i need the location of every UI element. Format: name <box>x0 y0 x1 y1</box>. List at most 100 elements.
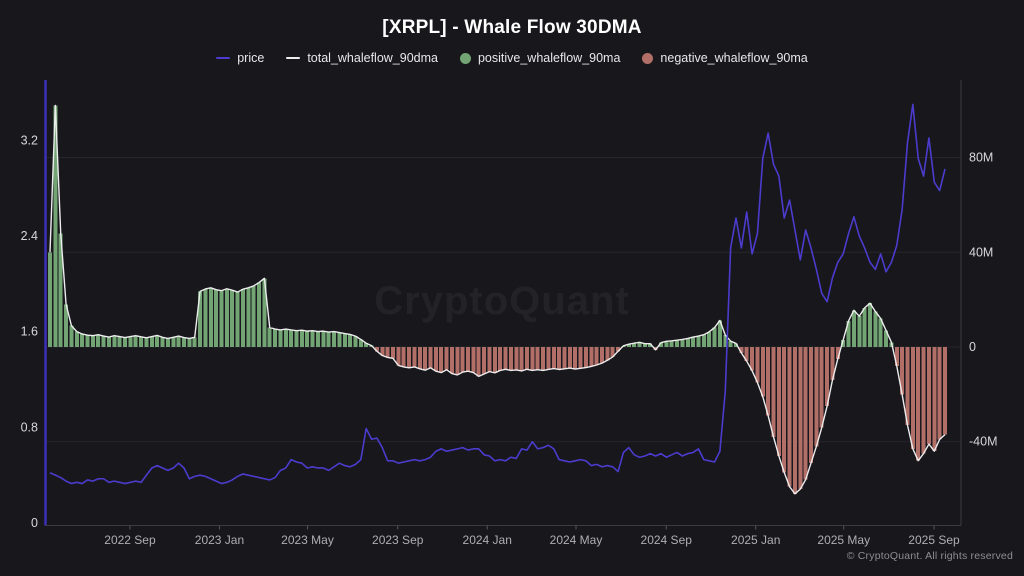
legend-item-total-whaleflow[interactable]: total_whaleflow_90dma <box>286 51 438 65</box>
whaleflow-bar <box>433 347 438 372</box>
whaleflow-bar <box>782 347 787 473</box>
whaleflow-bar <box>74 331 79 347</box>
whaleflow-bar <box>664 341 669 347</box>
whaleflow-bar <box>299 330 304 347</box>
whaleflow-bar <box>401 347 406 367</box>
price-line <box>49 103 946 485</box>
whaleflow-bar <box>208 287 213 347</box>
whaleflow-bar <box>380 347 385 356</box>
whaleflow-bar <box>487 347 492 372</box>
whaleflow-bar <box>198 291 203 347</box>
whaleflow-bar <box>428 347 433 368</box>
whaleflow-bar <box>814 347 819 447</box>
whaleflow-bar <box>530 347 535 371</box>
whaleflow-bar <box>53 105 58 348</box>
whaleflow-bar <box>567 347 572 369</box>
x-tick-label: 2025 Jan <box>731 533 780 547</box>
whaleflow-bar <box>139 336 144 347</box>
whaleflow-bar <box>750 347 755 371</box>
x-tick-label: 2023 Sep <box>372 533 424 547</box>
whaleflow-bar <box>792 347 797 494</box>
whaleflow-bar <box>48 252 52 347</box>
whaleflow-bar <box>610 347 615 357</box>
whaleflow-bar <box>498 347 503 371</box>
whaleflow-bar <box>283 329 288 347</box>
whaleflow-bar <box>466 347 471 372</box>
whaleflow-bar <box>551 347 556 369</box>
whaleflow-bar <box>417 347 422 369</box>
whaleflow-bar <box>658 342 663 347</box>
whaleflow-bar <box>321 331 326 347</box>
whaleflow-bar <box>267 327 272 347</box>
whaleflow-bar <box>192 337 197 347</box>
whaleflow-bar <box>133 335 138 347</box>
whaleflow-bar <box>64 304 69 347</box>
whaleflow-bar <box>846 320 851 347</box>
whaleflow-bar <box>626 344 631 347</box>
whaleflow-bar <box>337 332 342 347</box>
whaleflow-bar <box>353 336 358 347</box>
whaleflow-bar <box>932 347 937 452</box>
whaleflow-bar <box>707 331 712 347</box>
whaleflow-bar <box>900 347 905 395</box>
whaleflow-bar <box>508 347 513 371</box>
legend-item-price[interactable]: price <box>216 51 264 65</box>
whaleflow-bar <box>685 338 690 347</box>
legend-item-positive-whaleflow[interactable]: positive_whaleflow_90ma <box>459 51 620 65</box>
flow-axis-labels: -40M 0 40M 80M <box>969 151 997 449</box>
whaleflow-bar <box>181 337 186 347</box>
whaleflow-bar <box>921 347 926 454</box>
flow-tick-label: 80M <box>969 151 993 165</box>
whaleflow-bar <box>819 347 824 428</box>
whaleflow-bar <box>294 330 299 347</box>
whaleflow-bar <box>873 311 878 347</box>
whaleflow-bar <box>878 318 883 347</box>
total-whaleflow-line-swatch <box>286 57 301 59</box>
positive-whaleflow-bars <box>48 105 894 348</box>
legend-label-price: price <box>237 51 265 65</box>
whaleflow-bar <box>600 347 605 364</box>
legend-label-total-whaleflow: total_whaleflow_90dma <box>307 51 438 65</box>
whaleflow-bar <box>562 347 567 369</box>
whaleflow-bar <box>214 289 219 347</box>
whaleflow-bar <box>187 338 192 347</box>
price-line-swatch <box>216 57 231 59</box>
whaleflow-bar <box>943 347 947 435</box>
whaleflow-bar <box>637 342 642 347</box>
whaleflow-bar <box>112 335 117 347</box>
whaleflow-bar <box>128 336 133 347</box>
whaleflow-bar <box>653 347 658 350</box>
price-tick-label: 0.8 <box>21 420 38 434</box>
whaleflow-bar <box>589 347 594 367</box>
whaleflow-bar <box>240 289 245 347</box>
price-tick-label: 3.2 <box>21 133 38 147</box>
whaleflow-bar <box>825 347 830 407</box>
whaleflow-bar <box>123 337 128 347</box>
whaleflow-bar <box>310 330 315 347</box>
whaleflow-bar <box>171 337 176 347</box>
plot-hover-region[interactable] <box>46 80 962 526</box>
whaleflow-bar <box>573 347 578 370</box>
whaleflow-bar <box>583 347 588 368</box>
whaleflow-bar <box>514 347 519 370</box>
whaleflow-bar <box>423 347 428 371</box>
x-tick-label: 2024 Jan <box>463 533 512 547</box>
whaleflow-bar <box>224 288 229 347</box>
whaleflow-bar <box>503 347 508 370</box>
whaleflow-bar <box>739 347 744 353</box>
whaleflow-bar <box>910 347 915 449</box>
legend-item-negative-whaleflow[interactable]: negative_whaleflow_90ma <box>642 51 808 65</box>
whaleflow-bar <box>364 343 369 347</box>
whaleflow-bar <box>251 285 256 347</box>
whaleflow-bar <box>733 343 738 347</box>
whaleflow-bar <box>648 343 653 347</box>
whaleflow-bar <box>144 337 149 347</box>
whaleflow-bar <box>701 334 706 347</box>
whaleflow-bar <box>203 288 208 347</box>
whaleflow-bar <box>449 347 454 374</box>
flow-tick-label: 0 <box>969 340 976 354</box>
whaleflow-bar <box>176 336 181 347</box>
whaleflow-bar <box>315 331 320 347</box>
x-tick-label: 2023 Jan <box>195 533 244 547</box>
whaleflow-bar <box>396 347 401 366</box>
